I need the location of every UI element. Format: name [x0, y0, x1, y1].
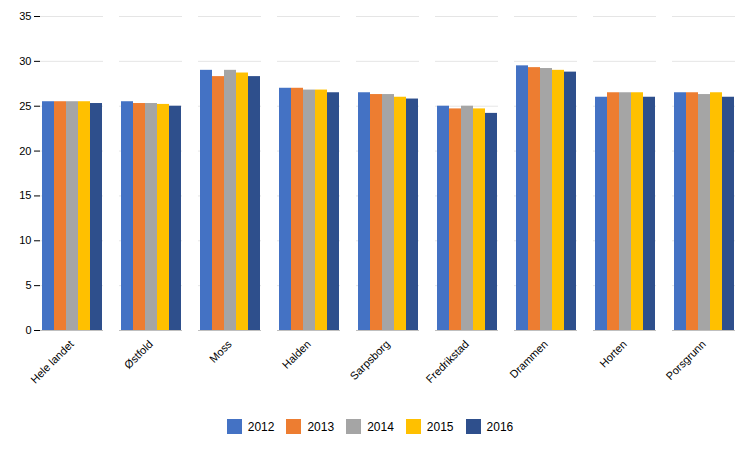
- svg-text:Horten: Horten: [597, 338, 629, 370]
- svg-text:Østfold: Østfold: [122, 338, 155, 371]
- svg-text:25: 25: [19, 100, 31, 112]
- svg-text:0: 0: [25, 324, 31, 336]
- svg-text:35: 35: [19, 10, 31, 22]
- svg-text:15: 15: [19, 189, 31, 201]
- svg-text:Halden: Halden: [280, 338, 313, 371]
- svg-text:Hele landet: Hele landet: [28, 338, 76, 386]
- svg-text:Sarpsborg: Sarpsborg: [348, 338, 392, 382]
- svg-text:5: 5: [25, 279, 31, 291]
- html-text:2013: 2013: [307, 419, 335, 434]
- svg-text:20: 20: [19, 145, 31, 157]
- html-text:2016: 2016: [486, 419, 514, 434]
- html-text:2015: 2015: [426, 419, 454, 434]
- html-text:2014: 2014: [367, 419, 394, 434]
- html-text:2012: 2012: [247, 419, 275, 434]
- svg-text:Drammen: Drammen: [507, 338, 550, 381]
- svg-text:Moss: Moss: [207, 337, 234, 364]
- svg-text:10: 10: [19, 234, 31, 246]
- svg-text:30: 30: [19, 55, 31, 67]
- svg-text:Porsgrunn: Porsgrunn: [664, 338, 708, 382]
- svg-text:Fredrikstad: Fredrikstad: [424, 338, 471, 385]
